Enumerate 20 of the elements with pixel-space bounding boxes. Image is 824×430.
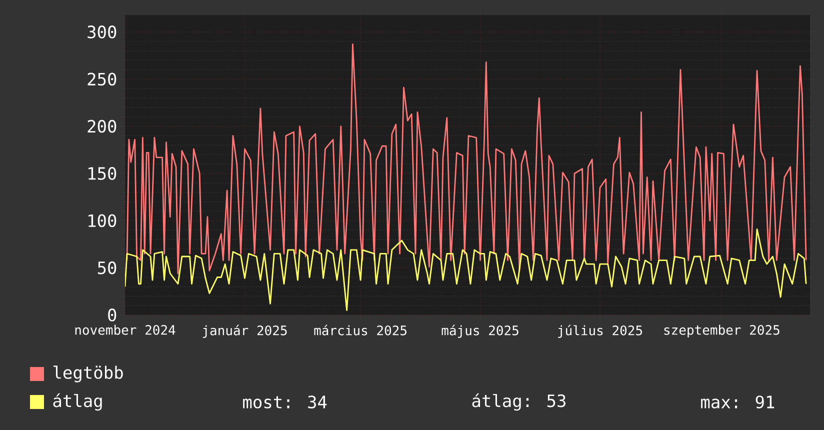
- legend-label: átlag: [53, 393, 102, 411]
- x-tick-label: május 2025: [442, 324, 518, 338]
- y-tick-label: 50: [98, 261, 116, 274]
- text: max: 91: [701, 396, 774, 408]
- x-tick-label: július 2025: [558, 324, 642, 338]
- text: most: 34: [243, 396, 327, 408]
- y-tick-label: 200: [88, 120, 116, 133]
- y-tick-label: 300: [88, 26, 116, 38]
- legend-label: legtöbb: [54, 366, 123, 382]
- text: átlag: 53: [472, 393, 566, 411]
- x-tick-label: január 2025: [202, 324, 287, 338]
- y-tick-label: 150: [88, 167, 116, 180]
- y-tick-label: 250: [88, 72, 116, 86]
- x-tick-label: március 2025: [314, 324, 406, 336]
- x-tick-label: november 2024: [75, 324, 176, 335]
- y-tick-label: 100: [88, 214, 116, 228]
- line-series: [125, 228, 807, 311]
- x-tick-label: szeptember 2025: [664, 324, 780, 338]
- line-series: [126, 44, 807, 274]
- y-tick-label: 0: [108, 308, 116, 322]
